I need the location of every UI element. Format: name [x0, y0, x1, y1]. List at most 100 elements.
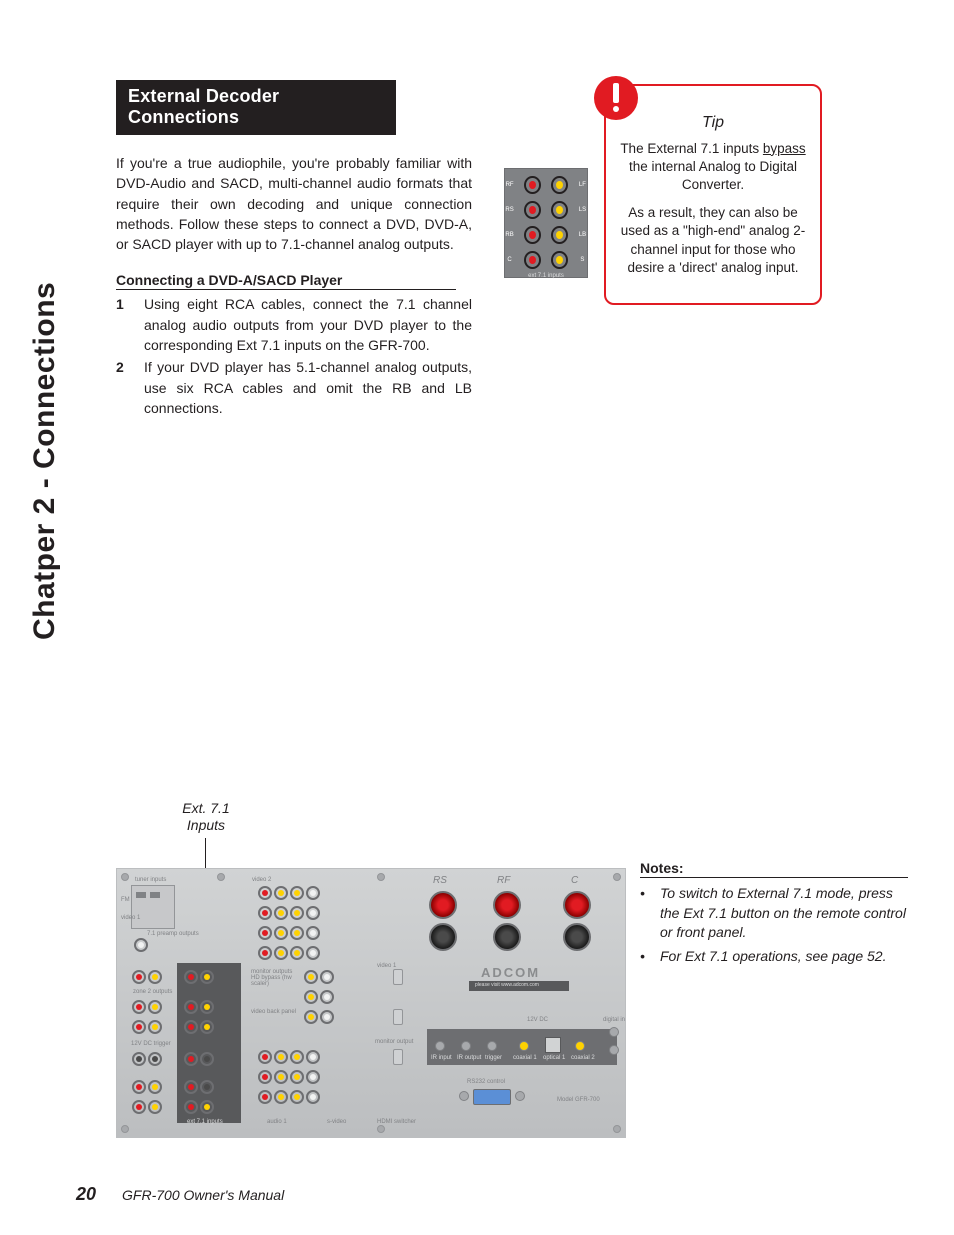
step-number: 2 [116, 357, 144, 418]
rca-jack-icon [274, 1070, 288, 1084]
rear-panel-diagram: Ext. 7.1 Inputs tuner inputs FM video 1 … [116, 800, 636, 1138]
screw-icon [121, 873, 129, 881]
rca-jack-icon [306, 1090, 320, 1104]
mini-jack-icon [435, 1041, 445, 1051]
subheading: Connecting a DVD-A/SACD Player [116, 272, 456, 290]
rca-jack-icon [551, 201, 568, 219]
rca-jack-icon [200, 970, 214, 984]
rca-group [257, 1049, 377, 1065]
panel-label: Model GFR-700 [557, 1097, 600, 1103]
rca-jack-icon [184, 1020, 198, 1034]
rca-jack-icon [200, 1000, 214, 1014]
jack-label: RS [505, 207, 514, 213]
jack-label: LB [578, 232, 587, 238]
rca-jack-icon [274, 1090, 288, 1104]
rca-group [257, 885, 377, 901]
speaker-terminal-icon [493, 891, 521, 919]
rca-jack-icon [132, 1080, 146, 1094]
rca-jack-icon [304, 990, 318, 1004]
rca-group [183, 999, 239, 1015]
rca-jack-icon [551, 176, 568, 194]
screw-icon [121, 1125, 129, 1133]
panel-label: FM [121, 897, 130, 903]
panel-label: IR output [457, 1055, 481, 1061]
rca-group [303, 969, 383, 985]
rca-jack-icon [274, 906, 288, 920]
rca-group [257, 1069, 377, 1085]
jack-caption: ext 7.1 inputs [505, 273, 587, 279]
notes-item: To switch to External 7.1 mode, press th… [640, 884, 908, 943]
jack-label: S [578, 257, 587, 263]
rca-jack-icon [290, 946, 304, 960]
page-number: 20 [76, 1184, 96, 1205]
notes-text: For Ext 7.1 operations, see page 52. [660, 947, 886, 967]
rca-group [257, 945, 377, 961]
rca-group [131, 999, 175, 1015]
chapter-side-label: Chatper 2 - Connections [28, 282, 62, 640]
panel-label: 7.1 preamp outputs [147, 931, 199, 937]
panel-label: digital in [603, 1017, 625, 1023]
rca-jack-icon [148, 1052, 162, 1066]
rca-group [131, 1051, 175, 1067]
ant-terminal [136, 892, 146, 898]
rca-jack-icon [132, 1000, 146, 1014]
rca-group [303, 989, 383, 1005]
screw-icon [377, 1125, 385, 1133]
brand-logo: ADCOM [481, 965, 540, 980]
notes-list: To switch to External 7.1 mode, press th… [640, 884, 908, 966]
terminal-label: RF [497, 875, 510, 886]
panel-label: video back panel [251, 1009, 301, 1015]
rca-group [183, 1051, 239, 1067]
notes-column: Notes: To switch to External 7.1 mode, p… [640, 860, 908, 970]
rca-jack-icon [258, 886, 272, 900]
rca-jack-icon [290, 1050, 304, 1064]
panel-label: tuner inputs [135, 877, 166, 883]
step-text: If your DVD player has 5.1-channel analo… [144, 357, 472, 418]
screw-icon [613, 873, 621, 881]
speaker-terminal-icon [429, 891, 457, 919]
screw-icon [217, 873, 225, 881]
db9-screw-icon [515, 1091, 525, 1101]
terminal-label: RS [433, 875, 447, 886]
rca-jack-icon [134, 938, 148, 952]
rca-jack-icon [304, 970, 318, 984]
step-number: 1 [116, 294, 144, 355]
intro-paragraph: If you're a true audiophile, you're prob… [116, 153, 472, 254]
rca-jack-icon [200, 1020, 214, 1034]
exclamation-icon [594, 76, 638, 120]
panel-label: HDMI switcher [377, 1119, 416, 1125]
panel-url: please visit www.adcom.com [475, 982, 539, 988]
panel-label: optical 1 [543, 1055, 565, 1061]
panel-label: video 1 [377, 963, 396, 969]
tip-paragraph: As a result, they can also be used as a … [620, 204, 806, 277]
rca-jack-icon [258, 906, 272, 920]
rca-jack-icon [258, 926, 272, 940]
rca-jack-icon [290, 926, 304, 940]
panel-label: s-video [327, 1119, 346, 1125]
screw-icon [377, 873, 385, 881]
rca-jack-icon [320, 1010, 334, 1024]
rca-jack-icon [148, 1100, 162, 1114]
optical-port-icon [545, 1037, 561, 1053]
tip-underline: bypass [763, 141, 806, 156]
rca-jack-icon [258, 1070, 272, 1084]
panel-label: monitor output [375, 1039, 413, 1045]
db9-port-icon [473, 1089, 511, 1105]
panel-label: video 1 [121, 915, 140, 921]
notes-item: For Ext 7.1 operations, see page 52. [640, 947, 908, 967]
rca-jack-icon [274, 946, 288, 960]
panel-label: 12V DC trigger [131, 1041, 171, 1047]
panel-label: trigger [485, 1055, 502, 1061]
rca-jack-icon [184, 1052, 198, 1066]
db9-screw-icon [459, 1091, 469, 1101]
jack-label: LF [578, 182, 587, 188]
receiver-rear-panel: tuner inputs FM video 1 7.1 preamp outpu… [116, 868, 626, 1138]
svideo-port-icon [393, 1009, 403, 1025]
rca-jack-icon [320, 990, 334, 1004]
panel-label: RS232 control [467, 1079, 505, 1085]
rca-group [131, 969, 175, 985]
page-footer: 20 GFR-700 Owner's Manual [76, 1184, 284, 1205]
rca-jack-icon [551, 226, 568, 244]
tip-callout: RF LF RS LS RB LB [504, 84, 838, 305]
rca-jack-icon [306, 906, 320, 920]
